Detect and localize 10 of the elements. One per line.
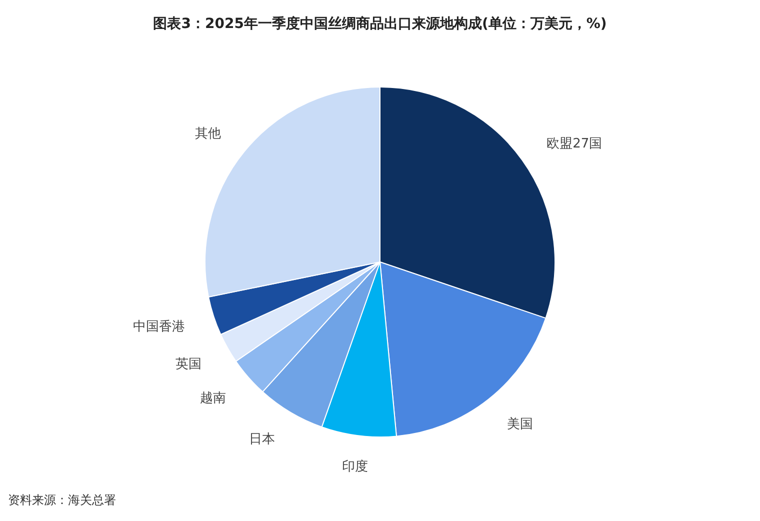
slice-label: 日本 — [249, 432, 276, 448]
slice-label: 英国 — [176, 357, 202, 372]
slice-label: 印度 — [342, 458, 368, 474]
text: 资料来源：海关总署 — [8, 493, 116, 507]
slice-label: 中国香港 — [133, 319, 186, 334]
slice-label: 美国 — [507, 416, 534, 432]
slice-label: 其他 — [195, 126, 222, 142]
chart-title: 图表3：2025年一季度中国丝绸商品出口来源地构成(单位：万美元，%) — [153, 15, 607, 32]
slice-label: 越南 — [200, 391, 226, 406]
slice-label: 欧盟27国 — [546, 136, 602, 152]
